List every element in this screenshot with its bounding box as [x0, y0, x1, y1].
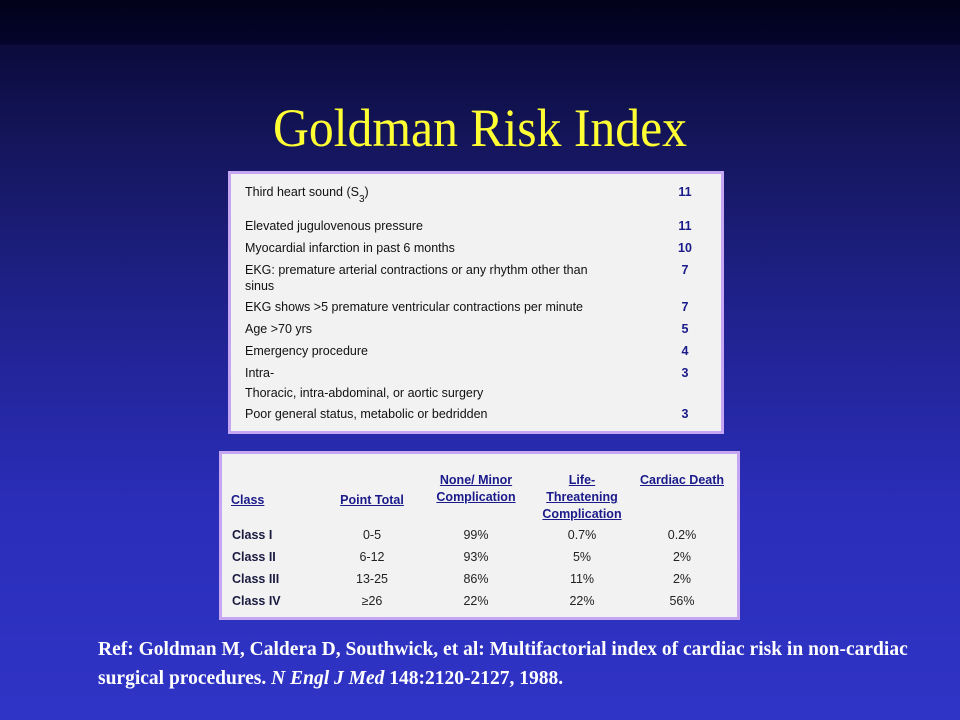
risk-factor-label: Intra-	[245, 366, 275, 380]
risk-class-table: Class Point Total None/ Minor Complicati…	[219, 451, 740, 620]
risk-factor-label: Emergency procedure	[245, 344, 368, 358]
column-header-none-minor: None/ Minor Complication	[436, 473, 516, 504]
risk-factor-label: EKG: premature arterial contractions or …	[245, 263, 588, 277]
risk-factor-label-continued: sinus	[245, 279, 275, 293]
risk-factor-points: 7	[681, 300, 689, 314]
risk-factor-points: 4	[681, 344, 689, 358]
column-header-cardiac-death: Cardiac Death	[639, 473, 725, 487]
slide-title: Goldman Risk Index	[273, 98, 687, 158]
column-header-life-threatening: Life- Threatening Complication	[542, 473, 622, 521]
risk-factor-label: Poor general status, metabolic or bedrid…	[245, 407, 488, 421]
risk-factor-label: EKG shows >5 premature ventricular contr…	[245, 300, 584, 314]
risk-factors-box: Third heart sound (S3) 11 Elevated jugul…	[228, 171, 724, 434]
risk-factor-points: 11	[678, 185, 692, 199]
risk-factor-points: 3	[681, 407, 689, 421]
column-header-class: Class	[231, 493, 265, 507]
risk-factor-points: 3	[681, 366, 689, 380]
risk-factor-label: Third heart sound (S3)	[245, 185, 369, 205]
risk-factor-label: Age >70 yrs	[245, 322, 313, 336]
risk-factor-label-continued: Thoracic, intra-abdominal, or aortic sur…	[245, 386, 484, 400]
journal-name: N Engl J Med	[271, 668, 385, 689]
risk-factor-points: 10	[678, 241, 692, 255]
risk-factor-label: Myocardial infarction in past 6 months	[245, 241, 455, 255]
reference-citation: Ref: Goldman M, Caldera D, Southwick, et…	[98, 639, 908, 689]
column-header-point-total: Point Total	[340, 493, 404, 507]
risk-factor-points: 11	[678, 219, 692, 233]
risk-factor-points: 7	[681, 263, 689, 277]
risk-factor-points: 5	[681, 322, 689, 336]
risk-factor-label: Elevated jugulovenous pressure	[245, 219, 423, 233]
